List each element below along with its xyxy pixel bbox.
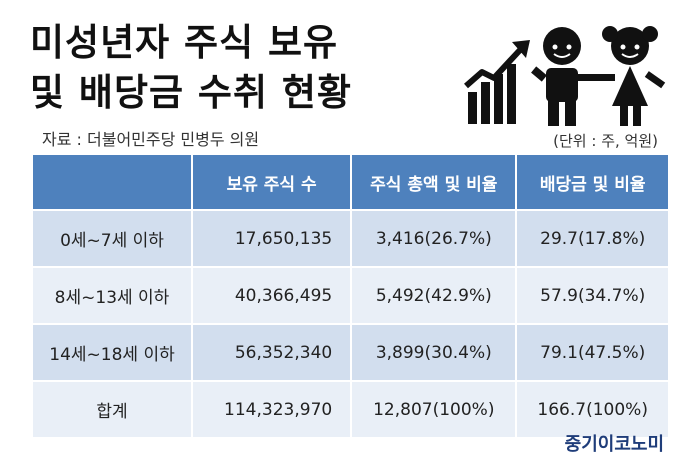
- cell-shares: 114,323,970: [192, 380, 353, 437]
- bar-icon-2: [481, 82, 490, 124]
- growth-chart-icon: [464, 26, 666, 126]
- cell-amount: 5,492(42.9%): [351, 266, 518, 324]
- table-row: 14세~18세 이하 56,352,340 3,899(30.4%) 79.1(…: [33, 323, 668, 381]
- table-row: 0세~7세 이하 17,650,135 3,416(26.7%) 29.7(17…: [33, 209, 668, 267]
- children-icon: [531, 26, 666, 126]
- row-label: 0세~7세 이하: [33, 209, 193, 267]
- cell-dividend: 57.9(34.7%): [516, 266, 668, 324]
- title-line-2: 및 배당금 수취 현황: [30, 71, 352, 114]
- row-label: 합계: [33, 380, 193, 437]
- table-row-total: 합계 114,323,970 12,807(100%) 166.7(100%): [33, 380, 668, 437]
- cell-shares: 17,650,135: [192, 209, 353, 267]
- header-shares: 보유 주식 수: [192, 155, 353, 210]
- row-label: 8세~13세 이하: [33, 266, 193, 324]
- bar-icon-4: [507, 64, 516, 124]
- bar-icon-1: [468, 92, 477, 124]
- table-header-row: 보유 주식 수 주식 총액 및 비율 배당금 및 비율: [33, 155, 668, 210]
- cell-dividend: 29.7(17.8%): [516, 209, 668, 267]
- header-amount: 주식 총액 및 비율: [351, 155, 518, 210]
- holdings-table: 보유 주식 수 주식 총액 및 비율 배당금 및 비율 0세~7세 이하 17,…: [33, 155, 668, 437]
- header-corner: [33, 155, 193, 210]
- brand-logo: 중기이코노미: [564, 434, 664, 455]
- cell-amount: 3,416(26.7%): [351, 209, 518, 267]
- cell-dividend: 166.7(100%): [516, 380, 668, 437]
- title-line-1: 미성년자 주식 보유: [30, 21, 339, 64]
- cell-shares: 56,352,340: [192, 323, 353, 381]
- unit-note: (단위 : 주, 억원): [553, 132, 658, 150]
- cell-amount: 3,899(30.4%): [351, 323, 518, 381]
- cell-shares: 40,366,495: [192, 266, 353, 324]
- row-label: 14세~18세 이하: [33, 323, 193, 381]
- table-row: 8세~13세 이하 40,366,495 5,492(42.9%) 57.9(3…: [33, 266, 668, 324]
- source-note: 자료 : 더불어민주당 민병두 의원: [42, 130, 260, 149]
- cell-dividend: 79.1(47.5%): [516, 323, 668, 381]
- bar-icon-3: [494, 74, 503, 124]
- arrow-head-icon: [512, 40, 530, 58]
- cell-amount: 12,807(100%): [351, 380, 518, 437]
- page-title: 미성년자 주식 보유 및 배당금 수취 현황: [30, 18, 352, 118]
- header-dividend: 배당금 및 비율: [516, 155, 668, 210]
